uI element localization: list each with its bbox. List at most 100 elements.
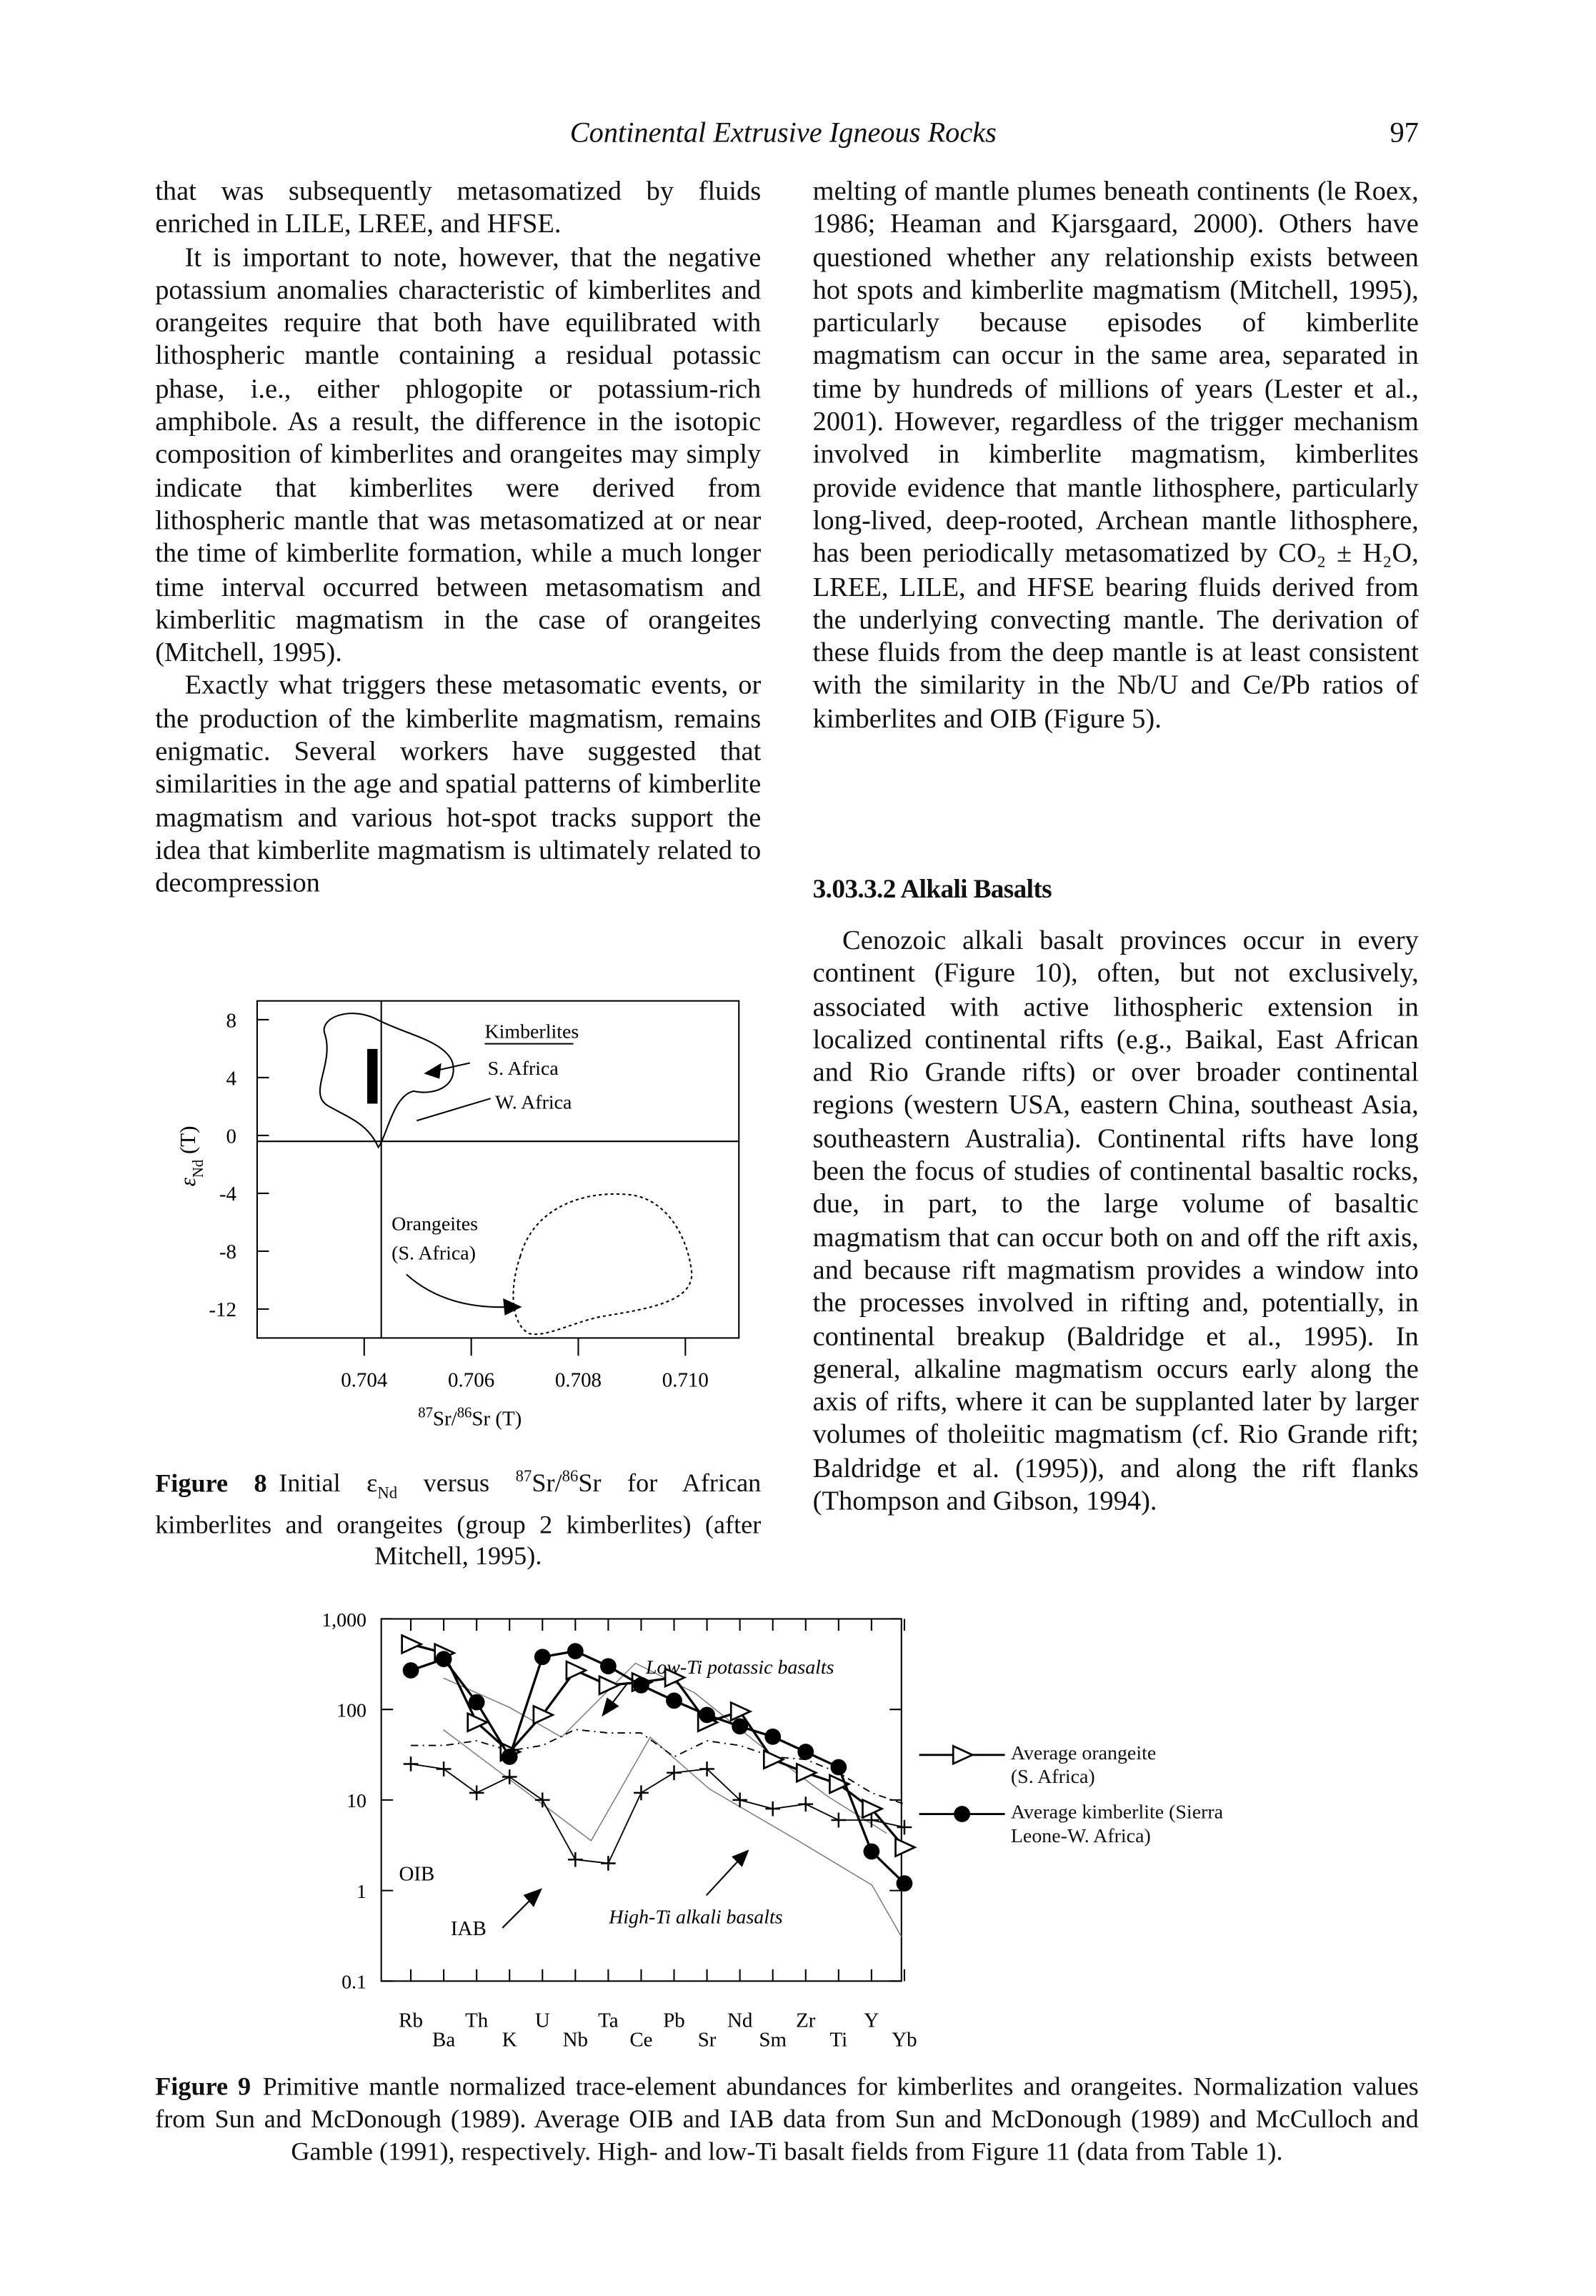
superscript: 86 xyxy=(457,1405,472,1421)
x-axis-label: 87Sr/86Sr (T) xyxy=(418,1405,522,1430)
x-tick-label: 0.710 xyxy=(662,1369,709,1392)
x-tick-label: Yb xyxy=(892,2028,917,2051)
page-number: 97 xyxy=(1390,118,1419,149)
marker xyxy=(435,1651,452,1668)
marker xyxy=(954,1806,970,1822)
annotation: Orangeites xyxy=(391,1213,478,1235)
x-tick-label: Th xyxy=(465,2009,489,2032)
x-tick-label: 0.706 xyxy=(448,1369,494,1392)
arrow-head xyxy=(602,1697,619,1717)
arrow-head xyxy=(424,1063,442,1079)
y-axis-label: εNd (T) xyxy=(175,1125,206,1186)
annotation: (S. Africa) xyxy=(391,1243,476,1265)
marker xyxy=(468,1694,485,1711)
marker xyxy=(565,1659,589,1681)
marker xyxy=(598,1674,622,1696)
marker xyxy=(732,1792,747,1808)
marker xyxy=(862,1798,884,1819)
marker xyxy=(798,1796,814,1812)
legend-label: Average kimberlite (Sierra Leone-W. Afri… xyxy=(1010,1800,1224,1847)
label-part: (T) xyxy=(175,1125,200,1159)
caption-label: Figure 8 xyxy=(155,1468,267,1498)
y-tick-label: 0.1 xyxy=(341,1972,366,1994)
marker xyxy=(601,1856,616,1871)
marker xyxy=(952,1744,975,1766)
annotation: S. Africa xyxy=(488,1058,559,1080)
label-part: Sr (T) xyxy=(472,1407,522,1430)
w-africa-field xyxy=(367,1048,378,1104)
marker xyxy=(467,1711,489,1733)
marker xyxy=(796,1762,819,1784)
x-tick-label: Y xyxy=(864,2009,879,2032)
y-tick-label: 1,000 xyxy=(321,1609,366,1631)
legend-label: Average orangeite (S. Africa) xyxy=(1010,1741,1157,1788)
x-tick-label: U xyxy=(535,2009,550,2032)
caption-text: Sr/ xyxy=(532,1468,562,1498)
marker xyxy=(897,1819,912,1835)
marker xyxy=(732,1718,749,1735)
marker xyxy=(401,1634,424,1655)
kimberlite-field xyxy=(319,1013,454,1149)
x-tick-label: Ba xyxy=(432,2028,455,2051)
marker xyxy=(534,1649,551,1666)
marker xyxy=(436,1761,452,1776)
figure-caption: Figure 8 Initial εNd versus 87Sr/86Sr for… xyxy=(155,1462,761,1572)
y-tick-label: 100 xyxy=(336,1700,366,1722)
right-column-top: melting of mantle plumes beneath contine… xyxy=(813,176,1419,736)
figure-caption: Figure 9 Primitive mantle normalized trac… xyxy=(155,2069,1419,2167)
marker xyxy=(729,1701,753,1722)
marker xyxy=(765,1801,781,1817)
paragraph: Exactly what triggers these metasomatic … xyxy=(155,670,762,900)
y-tick-label: 10 xyxy=(346,1790,366,1812)
figure-8-texts: Kimberlites S. Africa W. Africa Orangeit… xyxy=(175,1020,579,1430)
marker xyxy=(764,1728,782,1745)
x-tick-label: Pb xyxy=(663,2009,685,2032)
y-tick-label: 4 xyxy=(226,1067,236,1090)
paragraph: that was subsequently metasomatized by f… xyxy=(155,176,762,240)
y-tick-label: 0 xyxy=(226,1125,236,1148)
plot-frame xyxy=(256,1000,740,1339)
subscript: Nd xyxy=(191,1159,206,1178)
annotation: Kimberlites xyxy=(484,1020,579,1043)
marker xyxy=(863,1843,880,1860)
marker xyxy=(894,1837,917,1858)
paragraph: melting of mantle plumes beneath contine… xyxy=(812,176,1419,735)
marker xyxy=(532,1704,555,1726)
caption-label: Figure 9 xyxy=(155,2071,251,2101)
orangeite-field xyxy=(512,1193,693,1336)
running-title: Continental Extrusive Igneous Rocks xyxy=(569,118,997,149)
marker xyxy=(666,1692,682,1709)
annotation: High-Ti alkali basalts xyxy=(608,1907,783,1929)
arrow-head xyxy=(503,1298,522,1316)
high-ti-field xyxy=(443,1729,902,1937)
marker xyxy=(534,1792,550,1808)
x-tick-label: 0.708 xyxy=(555,1369,602,1392)
superscript: 87 xyxy=(418,1405,433,1421)
paragraph: It is important to note, however, that t… xyxy=(155,242,762,669)
section-heading: 3.03.3.2 Alkali Basalts xyxy=(812,873,1052,904)
marker xyxy=(896,1875,913,1892)
marker xyxy=(567,1643,584,1660)
arrow-head xyxy=(732,1849,749,1867)
caption-text: Sr for African kimberlites and orangeite… xyxy=(155,1468,762,1571)
x-tick-label: Nb xyxy=(563,2028,588,2051)
marker xyxy=(402,1662,419,1679)
marker xyxy=(699,1706,715,1724)
arrow-head xyxy=(523,1888,543,1907)
x-tick-label: Ta xyxy=(598,2009,619,2032)
pointer-line xyxy=(417,1098,492,1122)
y-tick-label: 1 xyxy=(356,1881,366,1903)
marker xyxy=(831,1812,847,1828)
series-line xyxy=(410,1649,906,1884)
right-column-bottom: Cenozoic alkali basalt provinces occur i… xyxy=(813,925,1419,1519)
series-line xyxy=(410,1643,906,1849)
marker xyxy=(830,1759,847,1776)
figure-8 xyxy=(256,1000,740,1339)
x-tick-label: Rb xyxy=(399,2009,423,2032)
x-tick-label: K xyxy=(502,2028,517,2051)
x-tick-label: Ti xyxy=(829,2028,847,2051)
series-label: OIB xyxy=(399,1863,435,1886)
marker xyxy=(634,1785,649,1801)
